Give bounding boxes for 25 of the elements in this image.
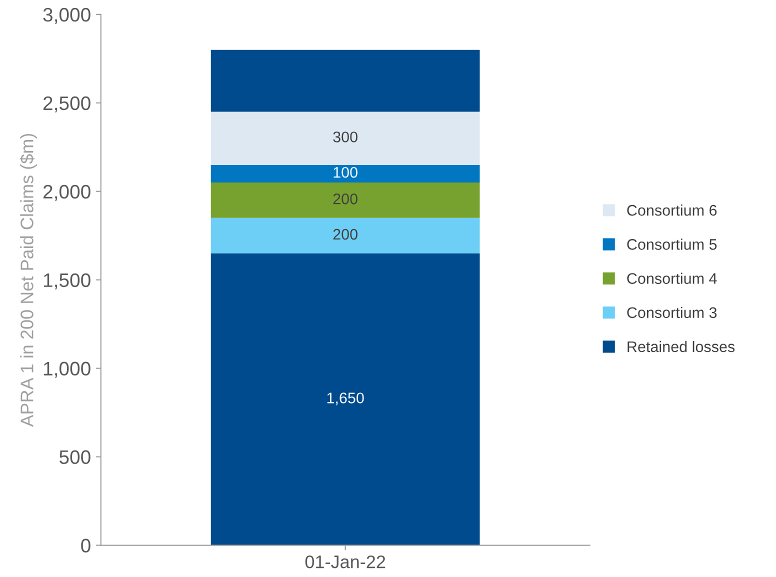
data-label: 300 [333,132,358,142]
legend-label: Consortium 6 [627,204,717,216]
y-tick-label: 2,000 [43,184,90,201]
legend-label: Retained losses [628,340,735,352]
bar [210,164,480,183]
legend-label: Consortium 5 [627,238,717,250]
bar [210,112,480,165]
bar [210,50,480,112]
data-label: 1,650 [327,392,364,406]
y-tick-label: 500 [59,450,90,464]
data-label: 100 [334,166,358,178]
bar [210,218,480,254]
y-tick-label: 2,500 [43,96,90,112]
data-label: 200 [333,194,358,204]
legend-label: Consortium 4 [627,272,717,284]
y-tick-label: 3,000 [43,8,90,24]
x-tick-label: 01-Jan-22 [305,555,386,568]
y-axis-title: APRA 1 in 200 Net Paid Claims ($m) [20,134,37,427]
y-tick-label: 0 [81,538,90,552]
legend-label: Consortium 3 [627,306,717,318]
data-label: 200 [333,228,358,240]
bar [210,253,480,546]
y-tick-label: 1,500 [44,273,90,290]
y-tick-label: 1,000 [44,362,90,378]
bar [210,182,480,218]
